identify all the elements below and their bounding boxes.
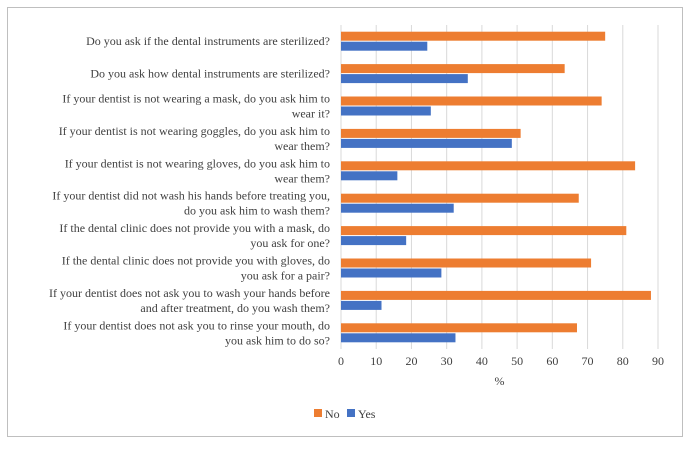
x-axis-title: % [495,374,505,388]
bar-yes [341,138,512,148]
bars [341,31,651,343]
x-tick-label: 40 [476,354,488,368]
legend-swatch-yes [347,409,355,417]
bar-no [341,96,602,106]
category-label: you ask for one? [250,236,330,250]
x-tick-label: 80 [617,354,629,368]
legend-label-no: No [325,407,340,421]
x-tick-labels: 0 10 20 30 40 50 60 70 80 90 [338,354,664,368]
category-label: If your dentist is not wearing a mask, d… [62,92,330,106]
bar-yes [341,268,442,278]
bar-no [341,64,565,74]
bar-no [341,193,579,203]
bar-no [341,31,606,41]
legend-label-yes: Yes [358,407,376,421]
bar-yes [341,171,398,181]
x-tick-label: 20 [405,354,417,368]
bar-no [341,323,577,333]
bar-yes [341,41,428,51]
bar-no [341,161,636,171]
category-label: and after treatment, do you wash them? [140,301,330,315]
bar-no [341,128,521,138]
category-label: If your dentist does not ask you to rins… [63,318,330,332]
category-label: you ask him to do so? [225,333,330,347]
legend: No Yes [314,407,376,421]
category-label: Do you ask how dental instruments are st… [90,67,330,81]
x-tick-label: 30 [441,354,453,368]
category-label: you ask for a pair? [241,269,330,283]
legend-swatch-no [314,409,322,417]
x-tick-label: 70 [582,354,594,368]
category-labels: Do you ask if the dental instruments are… [49,34,330,347]
bar-no [341,258,592,268]
bar-yes [341,203,454,213]
gridlines [340,25,659,349]
category-label: If the dental clinic does not provide yo… [59,221,330,235]
category-label: wear them? [274,171,330,185]
x-tick-label: 0 [338,354,344,368]
category-label: If the dental clinic does not provide yo… [62,254,330,268]
x-tick-label: 90 [652,354,664,368]
category-label: If your dentist does not ask you to wash… [49,286,330,300]
category-label: wear them? [274,139,330,153]
category-label: If your dentist did not wash his hands b… [52,189,330,203]
bar-no [341,226,627,236]
bar-yes [341,236,407,246]
x-tick-label: 50 [511,354,523,368]
bar-yes [341,333,456,343]
category-label: Do you ask if the dental instruments are… [86,34,330,48]
bar-no [341,290,651,300]
category-label: If your dentist is not wearing goggles, … [59,124,330,138]
x-tick-label: 10 [370,354,382,368]
x-tick-label: 60 [546,354,558,368]
category-label: do you ask him to wash them? [184,204,330,218]
bar-yes [341,300,382,310]
category-label: If your dentist is not wearing gloves, d… [65,156,330,170]
category-label: wear it? [292,107,330,121]
bar-yes [341,74,468,84]
bar-yes [341,106,431,116]
